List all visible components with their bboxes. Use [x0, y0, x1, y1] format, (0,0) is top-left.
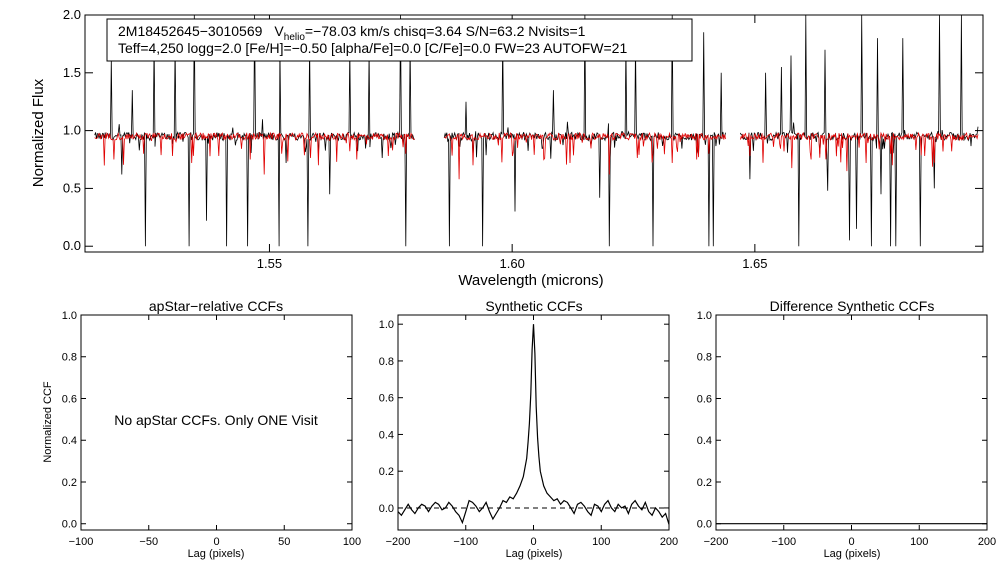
y-tick-label: 1.5	[63, 65, 81, 80]
y-tick-label: 2.0	[63, 7, 81, 22]
apstar-ccf-panel: apStar−relative CCFs −100 −50 0 50 100 0.0 0.2…	[42, 298, 361, 560]
y-tick-label: 1.0	[379, 319, 394, 331]
y-tick-label: 0.8	[697, 352, 712, 364]
y-tick-label: 0.6	[697, 393, 712, 405]
x-tick-label: −100	[69, 536, 94, 548]
x-tick-label: 50	[278, 536, 290, 548]
stellar-parameters-line: Teff=4,250 logg=2.0 [Fe/H]=−0.50 [alpha/…	[118, 40, 627, 56]
model-spectrum-line	[94, 131, 415, 175]
y-tick-label: 0.4	[379, 429, 394, 441]
x-tick-label: −200	[704, 536, 729, 548]
spectrum-panel: 1.55 1.60 1.65 0.0 0.5 1.0 1.5 2.0 Wavelength (…	[30, 7, 984, 289]
v-helio-subscript: helio	[284, 32, 306, 43]
y-tick-label: 0.2	[379, 466, 394, 478]
difference-ccf-ticks: −200 −100 0 100 200 0.0 0.2 0.4 0.6 0.8 1.0	[697, 310, 996, 548]
x-tick-label: 0	[848, 536, 854, 548]
apstar-ccf-title: apStar−relative CCFs	[149, 298, 283, 314]
synthetic-ccf-ticks: −200 −100 0 100 200 0.0 0.2 0.4 0.6 0.8 1.0	[379, 315, 678, 548]
synthetic-ccf-line	[397, 324, 670, 525]
x-tick-label: 100	[343, 536, 361, 548]
model-spectrum-line	[444, 131, 726, 180]
x-tick-label: −100	[453, 536, 478, 548]
star-id: 2M18452645−3010569	[118, 23, 263, 39]
synthetic-ccf-panel: Synthetic CCFs −200 −100 0 100 200 0.0 0.2 0.4 0…	[379, 298, 678, 560]
difference-ccf-panel: Difference Synthetic CCFs −200 −100 0 100 20…	[697, 298, 996, 560]
star-info-box	[106, 18, 693, 62]
spectrum-x-axis-label: Wavelength (microns)	[458, 272, 603, 289]
y-tick-label: 0.6	[62, 393, 77, 405]
x-tick-label: 1.60	[500, 256, 525, 271]
y-tick-label: 0.0	[62, 519, 77, 531]
apstar-ccf-x-axis-label: Lag (pixels)	[188, 548, 245, 560]
star-info-line-1: 2M18452645−3010569 Vhelio=−78.03 km/s chi…	[118, 23, 586, 43]
no-ccf-note: No apStar CCFs. Only ONE Visit	[114, 412, 318, 428]
y-tick-label: 0.0	[63, 238, 81, 253]
apstar-ccf-y-axis-label: Normalized CCF	[42, 381, 54, 463]
y-tick-label: 0.4	[697, 435, 712, 447]
y-tick-label: 0.8	[62, 352, 77, 364]
y-tick-label: 0.2	[62, 477, 77, 489]
x-tick-label: 200	[660, 536, 678, 548]
x-tick-label: 100	[592, 536, 610, 548]
synthetic-ccf-x-axis-label: Lag (pixels)	[506, 548, 563, 560]
y-tick-label: 1.0	[63, 123, 81, 138]
x-tick-label: 1.65	[742, 256, 767, 271]
spectrum-y-axis-label: Normalized Flux	[30, 78, 47, 187]
y-tick-label: 0.8	[379, 356, 394, 368]
spectrum-plot-area	[94, 15, 979, 247]
x-tick-label: 200	[978, 536, 996, 548]
v-helio-stats: =−78.03 km/s chisq=3.64 S/N=63.2 Nvisits…	[305, 23, 586, 39]
y-tick-label: 0.2	[697, 477, 712, 489]
x-tick-label: 0	[530, 536, 536, 548]
difference-ccf-x-axis-label: Lag (pixels)	[824, 548, 881, 560]
y-tick-label: 1.0	[62, 310, 77, 322]
model-spectrum-line	[739, 131, 979, 172]
v-helio-symbol: V	[274, 23, 284, 39]
spectrum-ticks: 1.55 1.60 1.65 0.0 0.5 1.0 1.5 2.0	[63, 7, 983, 271]
x-tick-label: −200	[386, 536, 411, 548]
synthetic-ccf-title: Synthetic CCFs	[485, 298, 582, 314]
y-tick-label: 0.0	[379, 503, 394, 515]
apstar-ccf-ticks: −100 −50 0 50 100 0.0 0.2 0.4 0.6 0.8 1.0	[62, 310, 361, 548]
x-tick-label: 100	[910, 536, 928, 548]
spectrum-axes-frame	[84, 14, 984, 253]
x-tick-label: 1.55	[257, 256, 282, 271]
synthetic-ccf-plot-area	[397, 324, 670, 525]
difference-ccf-title: Difference Synthetic CCFs	[770, 298, 935, 314]
y-tick-label: 1.0	[697, 310, 712, 322]
y-tick-label: 0.4	[62, 435, 77, 447]
y-tick-label: 0.5	[63, 180, 81, 195]
y-tick-label: 0.6	[379, 393, 394, 405]
x-tick-label: −100	[771, 536, 796, 548]
x-tick-label: −50	[139, 536, 158, 548]
y-tick-label: 0.0	[697, 519, 712, 531]
x-tick-label: 0	[213, 536, 219, 548]
